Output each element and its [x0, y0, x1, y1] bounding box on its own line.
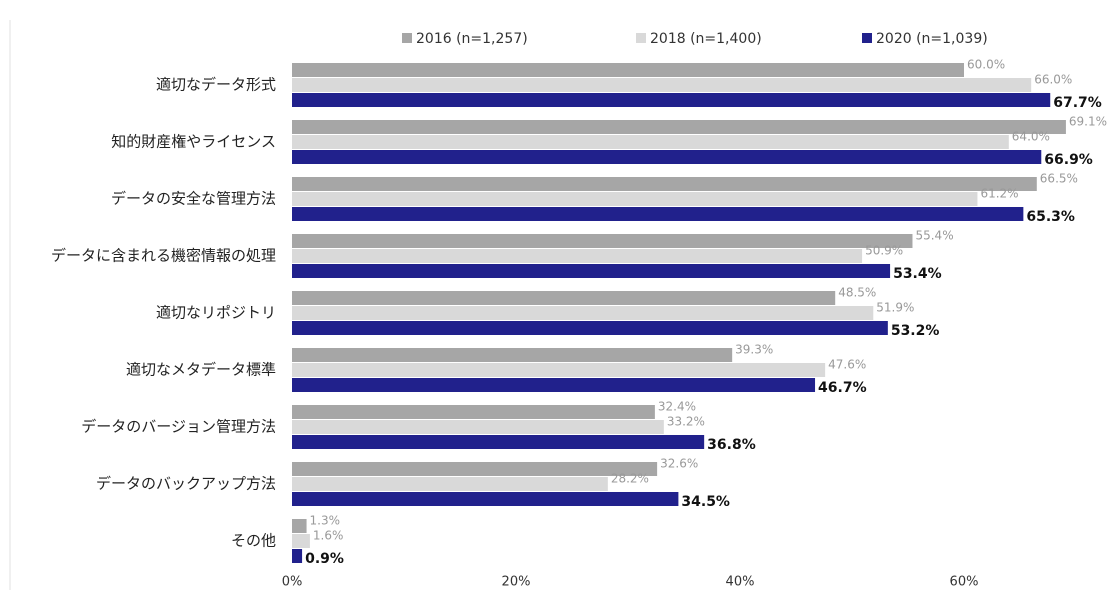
legend-label: 2016 (n=1,257) — [416, 31, 528, 47]
bar — [292, 249, 863, 263]
bar — [292, 177, 1037, 191]
bar — [292, 150, 1042, 164]
bar — [292, 405, 655, 419]
value-label: 47.6% — [828, 358, 866, 372]
value-label: 50.9% — [865, 244, 903, 258]
legend-swatch — [862, 33, 872, 43]
value-label: 66.0% — [1034, 73, 1072, 87]
value-label: 34.5% — [681, 494, 730, 510]
bar — [292, 492, 679, 506]
x-tick-label: 60% — [950, 575, 979, 590]
bar — [292, 120, 1066, 134]
bar — [292, 534, 310, 548]
bar — [292, 306, 874, 320]
value-label: 53.4% — [893, 266, 942, 282]
legend-label: 2018 (n=1,400) — [650, 31, 762, 47]
category-label: データの安全な管理方法 — [111, 190, 276, 208]
bar — [292, 519, 307, 533]
bar — [292, 78, 1032, 92]
legend-swatch — [402, 33, 412, 43]
category-label: 知的財産権やライセンス — [111, 133, 276, 151]
legend-swatch — [636, 33, 646, 43]
category-label: データのバックアップ方法 — [96, 475, 276, 493]
bar — [292, 435, 705, 449]
bar — [292, 192, 978, 206]
value-label: 60.0% — [967, 58, 1005, 72]
bar — [292, 363, 826, 377]
value-label: 53.2% — [891, 323, 940, 339]
value-label: 28.2% — [611, 472, 649, 486]
bar — [292, 477, 608, 491]
value-label: 33.2% — [667, 415, 705, 429]
value-label: 32.6% — [660, 457, 698, 471]
bar — [292, 207, 1024, 221]
bar — [292, 234, 913, 248]
bar — [292, 63, 964, 77]
value-label: 1.6% — [313, 529, 344, 543]
category-label: その他 — [231, 532, 276, 550]
bar — [292, 321, 888, 335]
bar — [292, 378, 816, 392]
value-label: 64.0% — [1012, 130, 1050, 144]
value-label: 55.4% — [915, 229, 953, 243]
category-label: データのバージョン管理方法 — [81, 418, 276, 436]
bar — [292, 462, 658, 476]
bar — [292, 549, 303, 563]
value-label: 65.3% — [1026, 209, 1075, 225]
bar — [292, 264, 891, 278]
x-tick-label: 20% — [502, 575, 531, 590]
legend-label: 2020 (n=1,039) — [876, 31, 988, 47]
value-label: 46.7% — [818, 380, 867, 396]
value-label: 67.7% — [1053, 95, 1102, 111]
value-label: 39.3% — [735, 343, 773, 357]
value-label: 51.9% — [876, 301, 914, 315]
value-label: 69.1% — [1069, 115, 1107, 129]
category-label: 適切なデータ形式 — [156, 76, 276, 94]
value-label: 1.3% — [310, 514, 341, 528]
value-label: 66.5% — [1040, 172, 1078, 186]
value-label: 48.5% — [838, 286, 876, 300]
bar — [292, 291, 836, 305]
bar — [292, 420, 664, 434]
bar — [292, 93, 1051, 107]
value-label: 61.2% — [980, 187, 1018, 201]
value-label: 32.4% — [658, 400, 696, 414]
x-tick-label: 0% — [282, 575, 303, 590]
category-label: 適切なメタデータ標準 — [126, 361, 276, 379]
value-label: 0.9% — [305, 551, 344, 567]
category-label: 適切なリポジトリ — [156, 304, 276, 322]
bar — [292, 135, 1009, 149]
x-tick-label: 40% — [726, 575, 755, 590]
category-label: データに含まれる機密情報の処理 — [51, 247, 276, 265]
bar — [292, 348, 733, 362]
value-label: 66.9% — [1044, 152, 1093, 168]
value-label: 36.8% — [707, 437, 756, 453]
